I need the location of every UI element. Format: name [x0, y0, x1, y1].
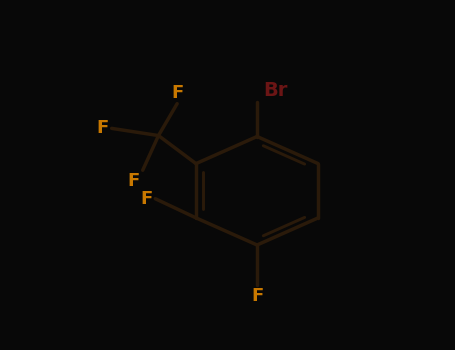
Text: F: F [251, 287, 263, 305]
Text: F: F [96, 119, 109, 137]
Text: F: F [128, 172, 140, 190]
Text: F: F [171, 84, 183, 101]
Text: F: F [140, 190, 152, 208]
Text: Br: Br [263, 81, 288, 100]
